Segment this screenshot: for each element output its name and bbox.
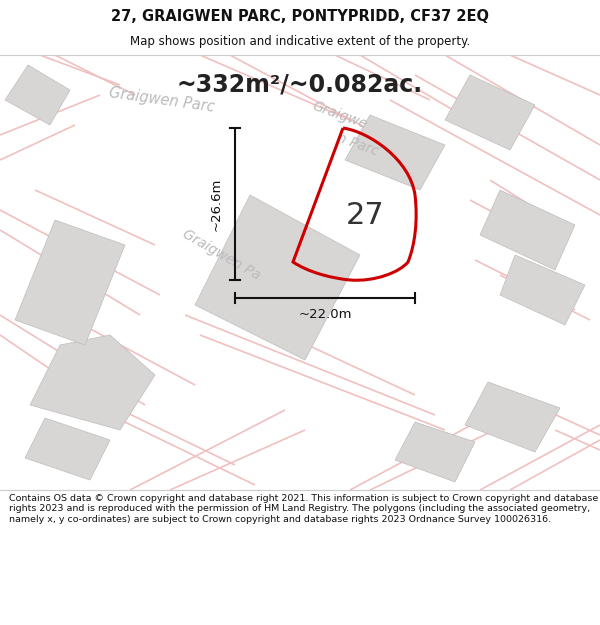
Polygon shape (445, 75, 535, 150)
Text: Graigwen Parc: Graigwen Parc (108, 85, 215, 115)
Polygon shape (465, 382, 560, 452)
Text: ~332m²/~0.082ac.: ~332m²/~0.082ac. (177, 73, 423, 97)
Text: Contains OS data © Crown copyright and database right 2021. This information is : Contains OS data © Crown copyright and d… (9, 494, 598, 524)
Polygon shape (480, 190, 575, 270)
Polygon shape (25, 418, 110, 480)
Polygon shape (345, 115, 445, 190)
Polygon shape (5, 65, 70, 125)
Text: 27, GRAIGWEN PARC, PONTYPRIDD, CF37 2EQ: 27, GRAIGWEN PARC, PONTYPRIDD, CF37 2EQ (111, 9, 489, 24)
Text: ~22.0m: ~22.0m (298, 308, 352, 321)
Text: Graigwen Pa: Graigwen Pa (180, 227, 263, 283)
Polygon shape (395, 422, 475, 482)
Text: 27: 27 (346, 201, 385, 229)
Polygon shape (195, 195, 360, 360)
Polygon shape (500, 255, 585, 325)
Text: ~26.6m: ~26.6m (210, 177, 223, 231)
Polygon shape (30, 335, 155, 430)
Text: Map shows position and indicative extent of the property.: Map shows position and indicative extent… (130, 35, 470, 48)
Text: n Parc: n Parc (335, 131, 380, 159)
Polygon shape (15, 220, 125, 345)
Text: Graigwe: Graigwe (310, 99, 369, 131)
